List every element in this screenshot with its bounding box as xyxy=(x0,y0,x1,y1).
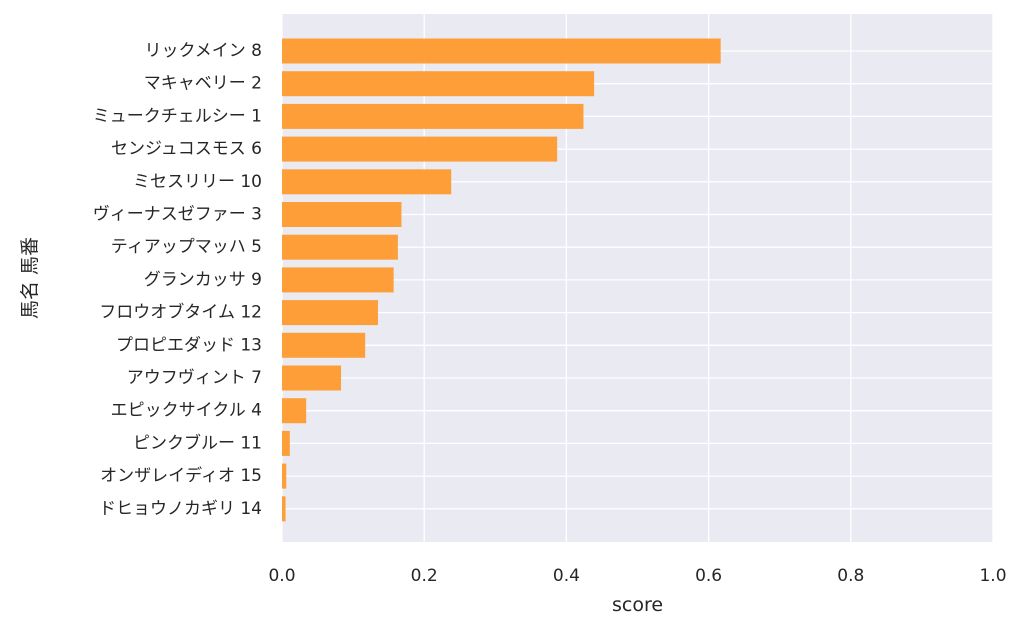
y-tick-label: ヴィーナスゼファー 3 xyxy=(93,205,262,225)
bar xyxy=(282,332,366,358)
bar xyxy=(282,136,558,162)
x-tick-labels: 0.0 0.2 0.4 0.6 0.8 1.0 xyxy=(268,566,1006,586)
bar xyxy=(282,38,721,64)
y-tick-label: リックメイン 8 xyxy=(144,41,262,61)
y-tick-label: ミセスリリー 10 xyxy=(133,172,262,192)
bar xyxy=(282,300,378,326)
bar xyxy=(282,430,290,456)
bar xyxy=(282,202,402,227)
x-tick-label: 0.4 xyxy=(553,566,580,586)
y-tick-label: センジュコスモス 6 xyxy=(111,139,262,159)
bar xyxy=(282,398,307,424)
y-tick-labels: リックメイン 8 マキャベリー 2 ミュークチェルシー 1 センジュコスモス 6 ミセス… xyxy=(93,41,262,519)
bar xyxy=(282,463,287,489)
bar xyxy=(282,267,394,293)
x-axis-label: score xyxy=(612,594,663,616)
y-tick-label: ティアップマッハ 5 xyxy=(111,237,262,257)
y-tick-label: エピックサイクル 4 xyxy=(111,401,262,421)
plot-background xyxy=(282,14,993,542)
bar xyxy=(282,234,398,260)
x-tick-label: 0.2 xyxy=(411,566,438,586)
bar xyxy=(282,71,595,97)
y-tick-label: ミュークチェルシー 1 xyxy=(93,106,262,126)
y-axis-label: 馬名 馬番 xyxy=(19,237,41,319)
x-tick-label: 0.8 xyxy=(837,566,864,586)
y-tick-label: フロウオブタイム 12 xyxy=(99,302,262,323)
y-tick-label: マキャベリー 2 xyxy=(144,74,262,94)
x-tick-label: 0.0 xyxy=(268,566,295,586)
y-tick-label: プロピエダッド 13 xyxy=(116,335,262,355)
y-tick-label: アウフヴィント 7 xyxy=(127,368,262,388)
bar xyxy=(282,103,584,129)
y-tick-label: ピンクブルー 11 xyxy=(133,432,262,453)
bar xyxy=(282,496,286,522)
bar xyxy=(282,169,452,195)
y-tick-label: ドヒョウノカギリ 14 xyxy=(99,499,262,519)
bar xyxy=(282,365,342,391)
bars xyxy=(282,38,721,522)
y-tick-label: オンザレイディオ 15 xyxy=(100,465,262,486)
x-tick-label: 1.0 xyxy=(979,566,1006,586)
y-tick-label: グランカッサ 9 xyxy=(144,270,262,290)
x-tick-label: 0.6 xyxy=(695,566,722,586)
